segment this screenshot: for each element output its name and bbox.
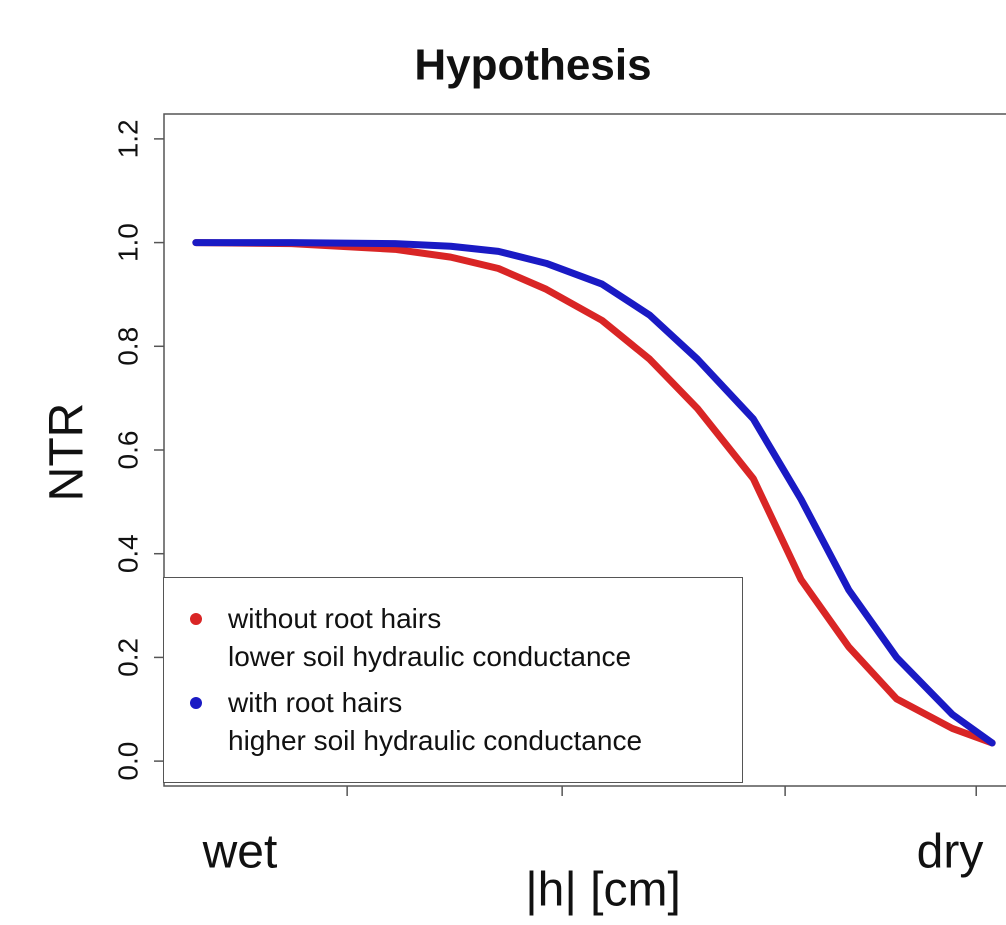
legend-marker bbox=[190, 697, 202, 709]
legend-label: without root hairs lower soil hydraulic … bbox=[228, 603, 632, 672]
annotation: dry bbox=[917, 826, 984, 879]
y-tick-label: 0.2 bbox=[112, 638, 143, 677]
y-tick-label: 0.8 bbox=[112, 327, 143, 366]
series-line bbox=[192, 239, 996, 747]
y-tick-label: 0.0 bbox=[112, 742, 143, 781]
y-tick-label: 1.0 bbox=[112, 223, 143, 262]
legend: without root hairs lower soil hydraulic … bbox=[163, 577, 743, 783]
legend-label: with root hairs higher soil hydraulic co… bbox=[228, 687, 643, 756]
y-axis-label: NTR bbox=[41, 403, 94, 502]
y-tick-label: 0.6 bbox=[112, 431, 143, 470]
y-tick-label: 1.2 bbox=[112, 119, 143, 158]
chart-title: Hypothesis bbox=[414, 41, 651, 90]
x-axis-label: |h| [cm] bbox=[525, 864, 681, 917]
series-line bbox=[192, 239, 996, 747]
legend-marker bbox=[190, 613, 202, 625]
annotation: wet bbox=[202, 826, 278, 879]
y-tick-label: 0.4 bbox=[112, 534, 143, 573]
